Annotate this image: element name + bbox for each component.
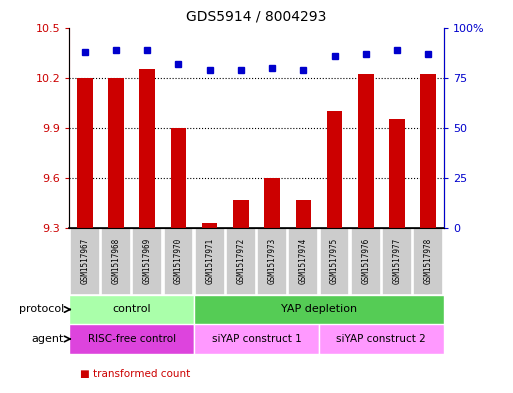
Bar bbox=[320, 228, 349, 295]
Text: control: control bbox=[112, 305, 151, 314]
Bar bbox=[101, 228, 131, 295]
Text: GSM1517978: GSM1517978 bbox=[424, 238, 432, 285]
Bar bbox=[420, 74, 436, 228]
Bar bbox=[382, 228, 412, 295]
Bar bbox=[413, 228, 443, 295]
Text: ■ transformed count: ■ transformed count bbox=[80, 369, 190, 379]
Text: siYAP construct 2: siYAP construct 2 bbox=[337, 334, 426, 344]
Bar bbox=[327, 111, 342, 228]
Text: GSM1517976: GSM1517976 bbox=[361, 238, 370, 285]
Text: GSM1517975: GSM1517975 bbox=[330, 238, 339, 285]
Bar bbox=[164, 228, 193, 295]
Text: GSM1517973: GSM1517973 bbox=[268, 238, 277, 285]
Bar bbox=[171, 128, 186, 228]
Bar bbox=[194, 324, 319, 354]
Bar bbox=[195, 228, 225, 295]
Text: GSM1517977: GSM1517977 bbox=[392, 238, 402, 285]
Bar bbox=[140, 69, 155, 228]
Bar bbox=[70, 228, 100, 295]
Text: YAP depletion: YAP depletion bbox=[281, 305, 357, 314]
Text: agent: agent bbox=[32, 334, 64, 344]
Bar bbox=[389, 119, 405, 228]
Bar bbox=[194, 295, 444, 324]
Bar bbox=[69, 295, 194, 324]
Bar bbox=[264, 178, 280, 228]
Text: siYAP construct 1: siYAP construct 1 bbox=[212, 334, 301, 344]
Bar bbox=[358, 74, 373, 228]
Text: GSM1517971: GSM1517971 bbox=[205, 238, 214, 285]
Bar bbox=[132, 228, 162, 295]
Text: GSM1517970: GSM1517970 bbox=[174, 238, 183, 285]
Bar bbox=[295, 200, 311, 228]
Bar bbox=[202, 223, 218, 228]
Text: GSM1517972: GSM1517972 bbox=[236, 238, 245, 285]
Bar bbox=[288, 228, 318, 295]
Bar bbox=[351, 228, 381, 295]
Bar bbox=[69, 324, 194, 354]
Bar bbox=[77, 78, 93, 228]
Text: GSM1517969: GSM1517969 bbox=[143, 238, 152, 285]
Bar bbox=[257, 228, 287, 295]
Bar bbox=[319, 324, 444, 354]
Bar bbox=[226, 228, 256, 295]
Text: protocol: protocol bbox=[19, 305, 64, 314]
Text: GSM1517974: GSM1517974 bbox=[299, 238, 308, 285]
Text: GSM1517968: GSM1517968 bbox=[111, 238, 121, 285]
Bar bbox=[233, 200, 249, 228]
Text: GSM1517967: GSM1517967 bbox=[81, 238, 89, 285]
Bar bbox=[108, 78, 124, 228]
Text: RISC-free control: RISC-free control bbox=[88, 334, 176, 344]
Title: GDS5914 / 8004293: GDS5914 / 8004293 bbox=[186, 9, 327, 24]
